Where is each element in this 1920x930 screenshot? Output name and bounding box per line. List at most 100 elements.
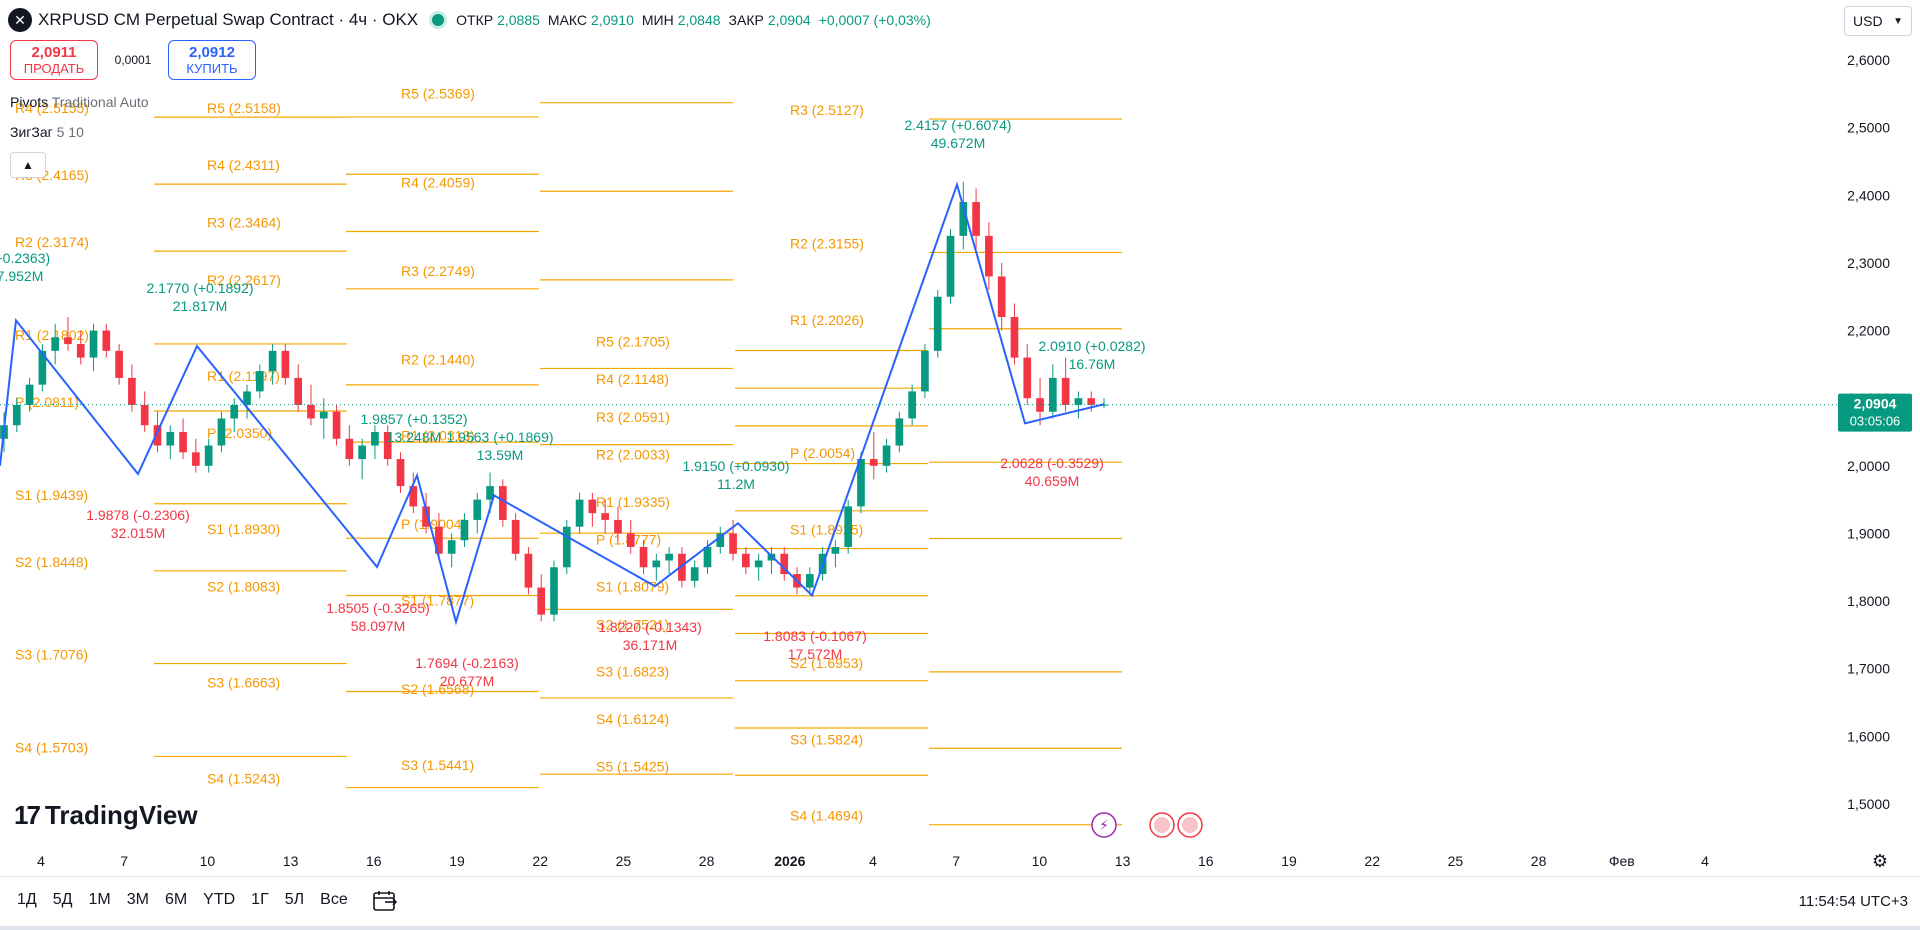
y-tick-label: 2,6000	[1847, 52, 1890, 68]
pivot-level-label: P (2.0811)	[15, 394, 79, 410]
pivot-level-label: R4 (2.4311)	[207, 157, 280, 173]
candle-body	[281, 350, 290, 378]
symbol-title[interactable]: XRPUSD CM Perpetual Swap Contract · 4ч ·…	[38, 10, 419, 29]
candle-body	[882, 445, 891, 466]
pivot-level-label: S4 (1.6124)	[596, 711, 669, 727]
candle-body	[805, 574, 814, 588]
x-tick-label: 10	[200, 853, 216, 869]
pivot-level-label: R3 (2.2749)	[401, 263, 475, 279]
range-6m-button[interactable]: 6М	[164, 891, 188, 908]
indicator-pivots[interactable]: Pivots Traditional Auto	[10, 94, 149, 110]
buy-button[interactable]: 2,0912 КУПИТЬ	[168, 40, 256, 80]
y-tick-label: 2,0000	[1847, 458, 1890, 474]
candle-body	[588, 499, 597, 514]
zigzag-price-label: 1.9563 (+0.1869)	[446, 429, 553, 445]
candle-body	[537, 587, 546, 615]
pivot-level-label: R5 (2.5158)	[207, 100, 281, 116]
candle-body	[12, 404, 21, 426]
candle-body	[754, 560, 763, 568]
zigzag-price-label: 1.9878 (-0.2306)	[86, 507, 190, 523]
y-tick-label: 1,5000	[1847, 796, 1890, 812]
pivot-level-label: S2 (1.6953)	[790, 655, 863, 671]
range-1d-button[interactable]: 1Д	[17, 891, 37, 908]
candle-body	[972, 202, 980, 236]
zigzag-volume-label: 13.59M	[477, 447, 524, 463]
indicator-zigzag[interactable]: ЗигЗаг 5 10	[10, 124, 84, 140]
x-tick-label: 2026	[774, 853, 805, 869]
candle-body	[729, 533, 737, 554]
range-all-button[interactable]: Все	[320, 891, 348, 908]
zigzag-price-label: 1.8505 (-0.3265)	[326, 600, 430, 616]
zigzag-price-label: 1.7694 (-0.2163)	[415, 655, 519, 671]
collapse-indicators-button[interactable]: ▲	[10, 152, 46, 178]
x-tick-label: 22	[1364, 853, 1380, 869]
candle-body	[575, 499, 584, 527]
zigzag-price-label: 2.1770 (+0.1892)	[146, 280, 253, 296]
candle-body	[1049, 377, 1057, 412]
candle-body	[409, 486, 418, 507]
currency-value: USD	[1853, 13, 1883, 29]
settings-gear-icon: ⚙	[1872, 851, 1888, 871]
y-tick-label: 2,4000	[1847, 187, 1890, 203]
pivot-level-label: R2 (2.0033)	[596, 447, 670, 463]
pivot-level-label: S4 (1.5243)	[207, 771, 280, 787]
candle-body	[959, 202, 968, 236]
us-flag-fill-icon	[1154, 817, 1170, 833]
candle-body	[192, 452, 200, 466]
candle-body	[1074, 398, 1083, 405]
pivot-level-label: S1 (1.8925)	[790, 522, 863, 538]
pivot-level-label: P (1.9004)	[401, 516, 466, 532]
xrp-logo-icon: ✕	[8, 8, 32, 32]
chevron-up-icon: ▲	[22, 158, 34, 172]
chevron-down-icon: ▼	[1893, 15, 1903, 27]
candle-body	[447, 540, 456, 554]
market-open-icon	[432, 14, 445, 26]
pivot-level-label: R5 (2.5369)	[401, 86, 475, 102]
pivot-level-label: S5 (1.5425)	[596, 758, 669, 774]
calendar-icon[interactable]	[372, 889, 398, 913]
buy-label: КУПИТЬ	[186, 61, 238, 76]
x-tick-label: 22	[532, 853, 548, 869]
candle-body	[319, 411, 328, 419]
candle-body	[153, 425, 162, 446]
candle-body	[486, 486, 494, 500]
ohlc-open-value: 2,0885	[497, 12, 540, 28]
zigzag-volume-label: 36.171M	[623, 637, 677, 653]
range-3m-button[interactable]: 3М	[126, 891, 149, 908]
x-tick-label: 16	[1198, 853, 1214, 869]
lightning-event-icon	[1091, 812, 1117, 838]
candle-body	[179, 432, 187, 453]
y-tick-label: 1,7000	[1847, 661, 1890, 677]
candle-body	[128, 377, 136, 405]
zigzag-line	[0, 181, 1105, 626]
sell-button[interactable]: 2,0911 ПРОДАТЬ	[10, 40, 98, 80]
range-ytd-button[interactable]: YTD	[203, 891, 236, 908]
pivot-level-label: R3 (2.3464)	[207, 215, 281, 231]
tradingview-logo[interactable]: 17 TradingView	[14, 800, 198, 831]
spread-value: 0,0001	[114, 53, 152, 67]
clock[interactable]: 11:54:54 UTC+3	[1798, 893, 1908, 910]
candle-body	[716, 533, 725, 547]
y-tick-label: 1,8000	[1847, 593, 1890, 609]
range-5y-button[interactable]: 5Л	[284, 891, 305, 908]
currency-select[interactable]: USD ▼	[1844, 6, 1912, 36]
candle-body	[562, 526, 571, 568]
candle-body	[1061, 377, 1070, 405]
zigzag-price-label: 1.8220 (-0.1343)	[598, 619, 702, 635]
x-tick-label: 10	[1032, 853, 1048, 869]
candle-body	[690, 567, 699, 581]
range-1y-button[interactable]: 1Г	[251, 891, 269, 908]
candle-body	[166, 432, 175, 446]
candle-body	[895, 418, 904, 446]
zigzag-volume-label: 49.672M	[931, 135, 985, 151]
sell-label: ПРОДАТЬ	[23, 61, 85, 76]
candle-body	[371, 432, 379, 446]
x-tick-label: 28	[1531, 853, 1547, 869]
range-5d-button[interactable]: 5Д	[52, 891, 73, 908]
candle-body	[268, 350, 277, 372]
ohlc-low-value: 2,0848	[677, 12, 721, 28]
pivot-level-label: S3 (1.5824)	[790, 731, 863, 747]
candle-body	[844, 506, 853, 547]
range-1m-button[interactable]: 1М	[88, 891, 111, 908]
